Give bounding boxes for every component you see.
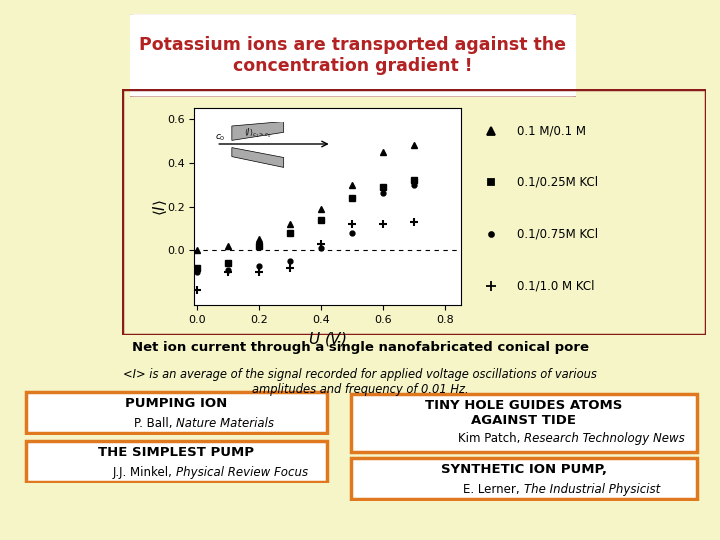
Text: J.J. Minkel,: J.J. Minkel, (113, 465, 176, 479)
Text: $\langle I \rangle$: $\langle I \rangle$ (151, 199, 168, 217)
Text: 0.1/0.25M KCl: 0.1/0.25M KCl (517, 176, 598, 189)
Text: The Industrial Physicist: The Industrial Physicist (523, 483, 660, 496)
Text: Nature Materials: Nature Materials (176, 417, 274, 430)
Text: 0.1/0.75M KCl: 0.1/0.75M KCl (517, 227, 598, 240)
Polygon shape (232, 147, 284, 167)
FancyBboxPatch shape (121, 12, 585, 98)
Text: 0.1/1.0 M KCl: 0.1/1.0 M KCl (517, 279, 594, 292)
Polygon shape (232, 122, 284, 140)
Text: Research Technology News: Research Technology News (523, 432, 685, 445)
Text: Potassium ions are transported against the
concentration gradient !: Potassium ions are transported against t… (139, 36, 567, 75)
Text: THE SIMPLEST PUMP: THE SIMPLEST PUMP (99, 446, 254, 459)
Text: PUMPING ION: PUMPING ION (125, 397, 228, 410)
Text: Kim Patch,: Kim Patch, (458, 432, 523, 445)
Text: <I> is an average of the signal recorded for applied voltage oscillations of var: <I> is an average of the signal recorded… (123, 368, 597, 396)
Text: E. Lerner,: E. Lerner, (464, 483, 523, 496)
X-axis label: $U$ (V): $U$ (V) (308, 330, 347, 348)
Text: Net ion current through a single nanofabricated conical pore: Net ion current through a single nanofab… (132, 341, 588, 354)
Text: 0.1 M/0.1 M: 0.1 M/0.1 M (517, 124, 586, 137)
Text: $\langle I \rangle_{c_1 > c_0}$: $\langle I \rangle_{c_1 > c_0}$ (244, 126, 271, 139)
Text: TINY HOLE GUIDES ATOMS
AGAINST TIDE: TINY HOLE GUIDES ATOMS AGAINST TIDE (425, 399, 623, 427)
Text: P. Ball,: P. Ball, (134, 417, 176, 430)
Text: $c_0$: $c_0$ (215, 132, 225, 143)
Text: SYNTHETIC ION PUMP,: SYNTHETIC ION PUMP, (441, 463, 607, 476)
Text: Physical Review Focus: Physical Review Focus (176, 465, 309, 479)
